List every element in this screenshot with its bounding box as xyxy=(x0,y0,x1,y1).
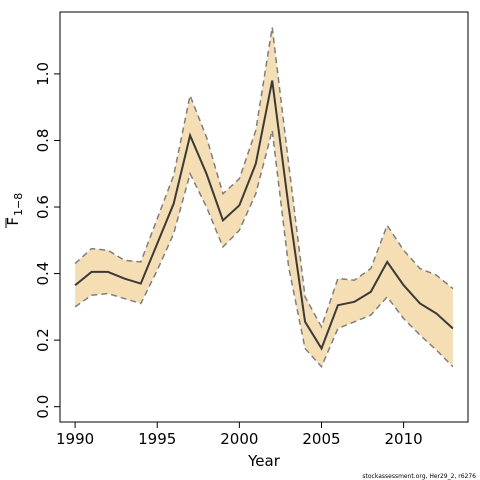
confidence-band xyxy=(75,27,453,367)
x-tick-label: 1990 xyxy=(56,430,94,448)
y-axis-label-main: F xyxy=(4,217,22,226)
x-axis-label: Year xyxy=(247,452,281,470)
y-axis-label-sub: 1−8 xyxy=(12,193,25,216)
x-tick-label: 1995 xyxy=(138,430,176,448)
bound-line xyxy=(74,130,454,369)
plot-frame xyxy=(59,11,469,423)
x-tick-label: 2005 xyxy=(302,430,340,448)
bound-line xyxy=(74,27,454,329)
y-tick-label: 0.4 xyxy=(34,262,52,286)
x-tick-label: 2010 xyxy=(385,430,423,448)
y-tick-label: 0.8 xyxy=(34,129,52,153)
y-tick-label: 0.0 xyxy=(34,395,52,419)
footer: stockassessment.org, Her29_2, r6276 xyxy=(362,473,476,480)
y-tick-label: 0.2 xyxy=(34,328,52,352)
x-tick-label: 2000 xyxy=(220,430,258,448)
y-tick-label: 0.6 xyxy=(34,195,52,219)
y-axis-label: F 1−8 xyxy=(4,193,25,228)
y-tick-label: 1.0 xyxy=(34,62,52,86)
estimate-line xyxy=(74,80,454,351)
